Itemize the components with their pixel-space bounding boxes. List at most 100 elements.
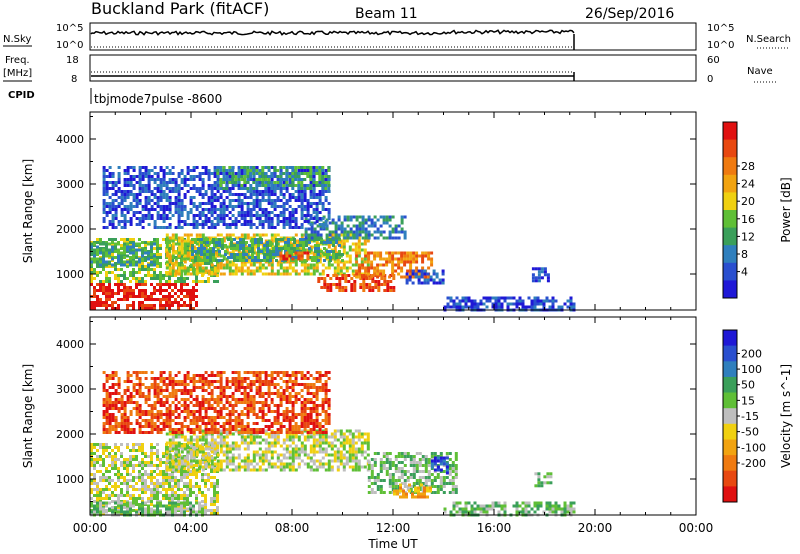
data-cell bbox=[186, 473, 189, 476]
data-cell bbox=[105, 467, 108, 470]
data-cell bbox=[198, 214, 202, 217]
data-cell bbox=[129, 461, 132, 464]
data-cell bbox=[318, 447, 322, 451]
data-cell bbox=[207, 184, 211, 187]
data-cell bbox=[201, 443, 204, 446]
data-cell bbox=[240, 184, 244, 187]
data-cell bbox=[273, 202, 277, 205]
data-cell bbox=[135, 223, 139, 226]
data-cell bbox=[174, 269, 178, 273]
data-cell bbox=[264, 438, 268, 442]
data-cell bbox=[294, 211, 298, 214]
data-cell bbox=[426, 278, 430, 282]
data-cell bbox=[171, 233, 175, 237]
data-cell bbox=[506, 302, 510, 306]
data-cell bbox=[129, 257, 132, 261]
data-cell bbox=[192, 202, 196, 205]
data-cell bbox=[147, 172, 151, 175]
data-cell bbox=[225, 172, 229, 175]
data-cell bbox=[258, 441, 262, 445]
data-cell bbox=[168, 217, 172, 220]
data-cell bbox=[420, 281, 424, 285]
data-cell bbox=[252, 175, 256, 178]
data-cell bbox=[165, 233, 169, 237]
data-cell bbox=[225, 226, 229, 229]
data-cell bbox=[147, 464, 150, 467]
data-cell bbox=[225, 184, 229, 187]
data-cell bbox=[207, 220, 211, 223]
data-cell bbox=[159, 473, 162, 476]
data-cell bbox=[233, 253, 236, 256]
data-cell bbox=[279, 251, 283, 255]
data-cell bbox=[93, 268, 96, 271]
data-cell bbox=[303, 199, 307, 202]
data-cell bbox=[300, 251, 304, 255]
data-cell bbox=[153, 485, 156, 488]
data-cell bbox=[360, 248, 364, 252]
data-cell bbox=[218, 241, 221, 244]
data-cell bbox=[321, 169, 325, 172]
data-cell bbox=[132, 470, 135, 473]
data-cell bbox=[353, 283, 357, 286]
data-cell bbox=[417, 278, 421, 282]
data-cell bbox=[198, 280, 201, 283]
data-cell bbox=[162, 208, 166, 211]
data-cell bbox=[255, 450, 259, 454]
data-cell bbox=[189, 178, 193, 181]
data-cell bbox=[335, 274, 339, 277]
data-cell bbox=[177, 435, 181, 439]
data-cell bbox=[195, 482, 198, 485]
data-cell bbox=[273, 444, 277, 448]
data-cell bbox=[174, 280, 177, 283]
data-cell bbox=[171, 465, 175, 469]
data-cell bbox=[132, 485, 135, 488]
data-cell bbox=[476, 302, 480, 306]
data-cell bbox=[204, 497, 207, 500]
data-cell bbox=[159, 178, 163, 181]
data-cell bbox=[328, 233, 332, 237]
data-cell bbox=[318, 260, 322, 264]
data-cell bbox=[206, 241, 209, 244]
data-cell bbox=[296, 247, 299, 250]
data-cell bbox=[159, 244, 162, 247]
data-cell bbox=[132, 295, 135, 298]
data-cell bbox=[150, 214, 154, 217]
data-cell bbox=[306, 166, 310, 169]
data-cell bbox=[138, 280, 141, 283]
data-cell bbox=[117, 286, 120, 289]
data-cell bbox=[153, 497, 156, 500]
data-cell bbox=[165, 432, 169, 436]
data-cell bbox=[485, 299, 489, 303]
data-cell bbox=[183, 443, 186, 446]
data-cell bbox=[333, 432, 337, 436]
data-cell bbox=[222, 208, 226, 211]
data-cell bbox=[308, 250, 311, 253]
data-cell bbox=[267, 211, 271, 214]
data-cell bbox=[506, 305, 510, 309]
data-cell bbox=[171, 468, 175, 472]
data-cell bbox=[357, 239, 361, 243]
data-cell bbox=[216, 280, 219, 283]
data-cell bbox=[243, 435, 247, 439]
data-cell bbox=[258, 269, 262, 273]
data-cell bbox=[291, 269, 295, 273]
data-cell bbox=[189, 233, 193, 237]
data-cell bbox=[291, 208, 295, 211]
data-cell bbox=[264, 459, 268, 463]
data-cell bbox=[318, 217, 322, 220]
data-cell bbox=[243, 202, 247, 205]
data-cell bbox=[171, 497, 174, 500]
data-cell bbox=[388, 260, 392, 264]
data-cell bbox=[243, 462, 247, 466]
data-cell bbox=[183, 280, 186, 283]
data-cell bbox=[228, 169, 232, 172]
data-cell bbox=[312, 184, 316, 187]
data-cell bbox=[302, 238, 305, 241]
data-cell bbox=[330, 465, 334, 469]
data-cell bbox=[358, 224, 362, 228]
data-cell bbox=[177, 482, 180, 485]
data-cell bbox=[391, 257, 395, 261]
data-cell bbox=[165, 473, 168, 476]
data-cell bbox=[306, 254, 310, 258]
data-cell bbox=[334, 224, 338, 228]
